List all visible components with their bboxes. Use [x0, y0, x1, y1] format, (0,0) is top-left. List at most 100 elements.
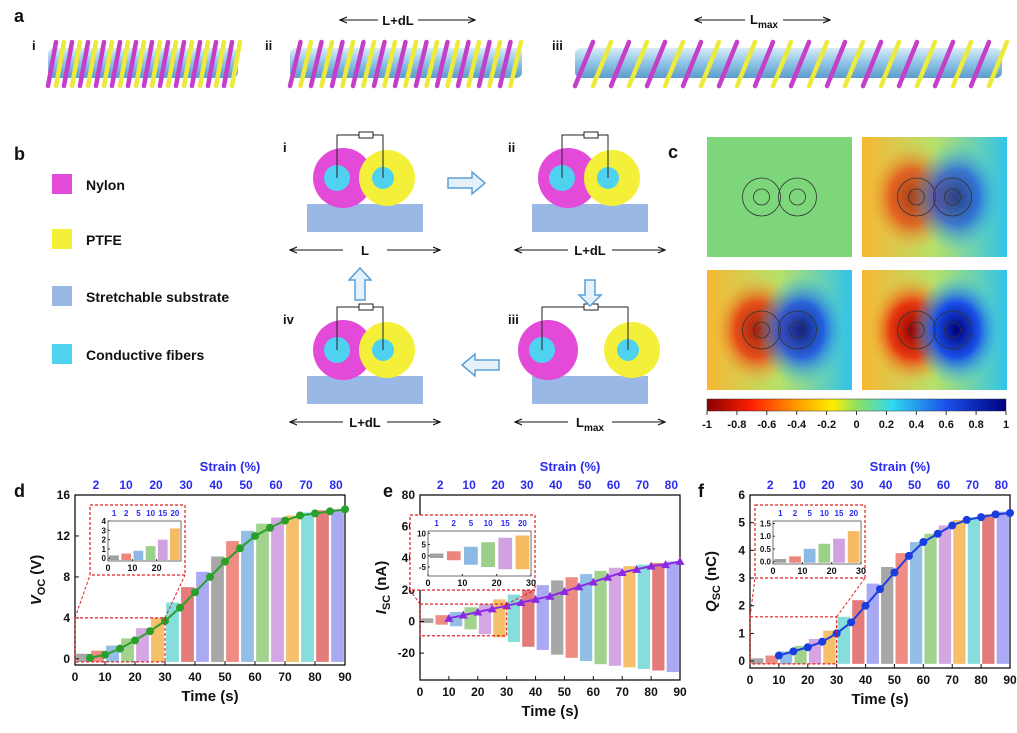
- x-tick-label: 80: [308, 670, 322, 684]
- data-point: [266, 523, 274, 532]
- nylon-fiber: [716, 39, 740, 89]
- signal-band: [765, 655, 778, 664]
- y-tick-label: 4: [63, 611, 70, 625]
- strain-tick-label: 20: [491, 478, 505, 492]
- inset-band: [847, 531, 860, 563]
- strain-tick-label: 60: [269, 478, 283, 492]
- process-arrow: [347, 266, 373, 301]
- ptfe-fiber: [878, 39, 902, 89]
- fiber-outline: [742, 310, 781, 350]
- zoom-connector: [836, 577, 866, 618]
- inset-y-tick-label: -5: [419, 563, 427, 572]
- ptfe-fiber: [698, 39, 722, 89]
- negative-potential: [756, 275, 847, 385]
- substrate: [307, 376, 423, 404]
- y-tick-label: 16: [57, 488, 71, 502]
- data-point: [326, 507, 334, 516]
- data-point: [116, 644, 124, 653]
- ptfe-fiber: [445, 39, 461, 89]
- inset-strain-label: 10: [484, 519, 493, 528]
- x-tick-label: 40: [859, 673, 873, 687]
- inset-strain-label: 20: [849, 509, 858, 518]
- ptfe-fiber: [229, 39, 243, 89]
- length-subscript: max: [584, 423, 604, 434]
- signal-band: [594, 570, 607, 665]
- strain-tick-label: 10: [792, 478, 806, 492]
- zoom-region: [419, 603, 508, 637]
- signal-band: [881, 566, 894, 664]
- inset-band: [109, 555, 119, 561]
- data-point: [933, 529, 942, 538]
- inset-y-tick-label: 0.5: [760, 545, 772, 554]
- x-tick-label: 50: [218, 670, 232, 684]
- colorbar-tick-label: -0.8: [727, 419, 746, 431]
- strain-tick-label: 40: [209, 478, 223, 492]
- data-point: [962, 515, 971, 524]
- nylon-fiber: [45, 39, 59, 89]
- inset-x-tick-label: 10: [457, 578, 467, 588]
- legend-label: PTFE: [86, 232, 122, 248]
- strain-tick-label: 70: [636, 478, 650, 492]
- y-axis-subscript: SC: [711, 585, 723, 600]
- x-tick-label: 10: [772, 673, 786, 687]
- y-axis-title: VOC (V): [28, 555, 48, 606]
- data-point: [206, 572, 214, 581]
- nylon-fiber: [968, 39, 992, 89]
- y-axis-title: QSC (nC): [703, 551, 723, 612]
- strain-tick-label: 80: [329, 478, 343, 492]
- inset-frame: [89, 504, 186, 576]
- fiber-outline: [908, 321, 925, 339]
- strain-tick-label: 50: [908, 478, 922, 492]
- label-bg: [343, 241, 387, 259]
- process-arrow: [577, 279, 603, 308]
- x-tick-label: 10: [98, 670, 112, 684]
- x-tick-label: 90: [338, 670, 352, 684]
- y-axis-unit: (V): [28, 555, 45, 575]
- ptfe-fiber: [133, 39, 147, 89]
- nylon-fiber: [932, 39, 956, 89]
- nylon-fiber: [788, 39, 812, 89]
- x-tick-label: 0: [747, 673, 754, 687]
- state-label: ii: [508, 140, 515, 155]
- data-point: [516, 598, 526, 607]
- signal-band: [493, 599, 506, 638]
- x-tick-label: 30: [830, 673, 844, 687]
- inset-band: [464, 546, 478, 565]
- strain-tick-label: 80: [665, 478, 679, 492]
- inset-y-tick-label: 0: [422, 552, 427, 561]
- nylon-fiber: [896, 39, 920, 89]
- signal-band: [924, 533, 937, 664]
- negative-potential: [911, 142, 1002, 252]
- strain-tick-label: 10: [119, 478, 133, 492]
- ptfe-fiber: [298, 39, 314, 89]
- strain-tick-label: 60: [937, 478, 951, 492]
- data-point: [919, 538, 928, 547]
- x-tick-label: 40: [529, 685, 543, 699]
- data-point: [341, 505, 349, 514]
- length-main: L: [361, 243, 369, 258]
- nylon-fiber: [125, 39, 139, 89]
- fiber-outline: [908, 188, 925, 206]
- y-tick-label: 0: [63, 652, 70, 666]
- colorbar-tick-label: 0.6: [939, 419, 954, 431]
- inset-strain-label: 15: [501, 519, 510, 528]
- signal-band: [751, 658, 764, 664]
- inset-y-tick-label: 0.0: [760, 557, 772, 566]
- length-label: L+dL: [382, 13, 413, 28]
- colorbar-tick-label: -0.4: [787, 419, 807, 431]
- data-point: [977, 513, 986, 522]
- nylon-fiber: [824, 39, 848, 89]
- inset-plot-frame: [107, 520, 182, 562]
- label-bg: [378, 12, 418, 28]
- x-tick-label: 0: [417, 685, 424, 699]
- data-point: [818, 637, 827, 646]
- y-axis-unit: (nA): [373, 561, 390, 591]
- legend-label: Nylon: [86, 177, 125, 193]
- signal-band: [909, 542, 923, 664]
- resistor: [358, 131, 374, 139]
- nylon-fiber: [350, 39, 366, 89]
- inset-x-tick-label: 20: [152, 563, 162, 573]
- signal-band: [637, 564, 651, 669]
- ptfe-fiber: [950, 39, 974, 89]
- x-tick-label: 50: [888, 673, 902, 687]
